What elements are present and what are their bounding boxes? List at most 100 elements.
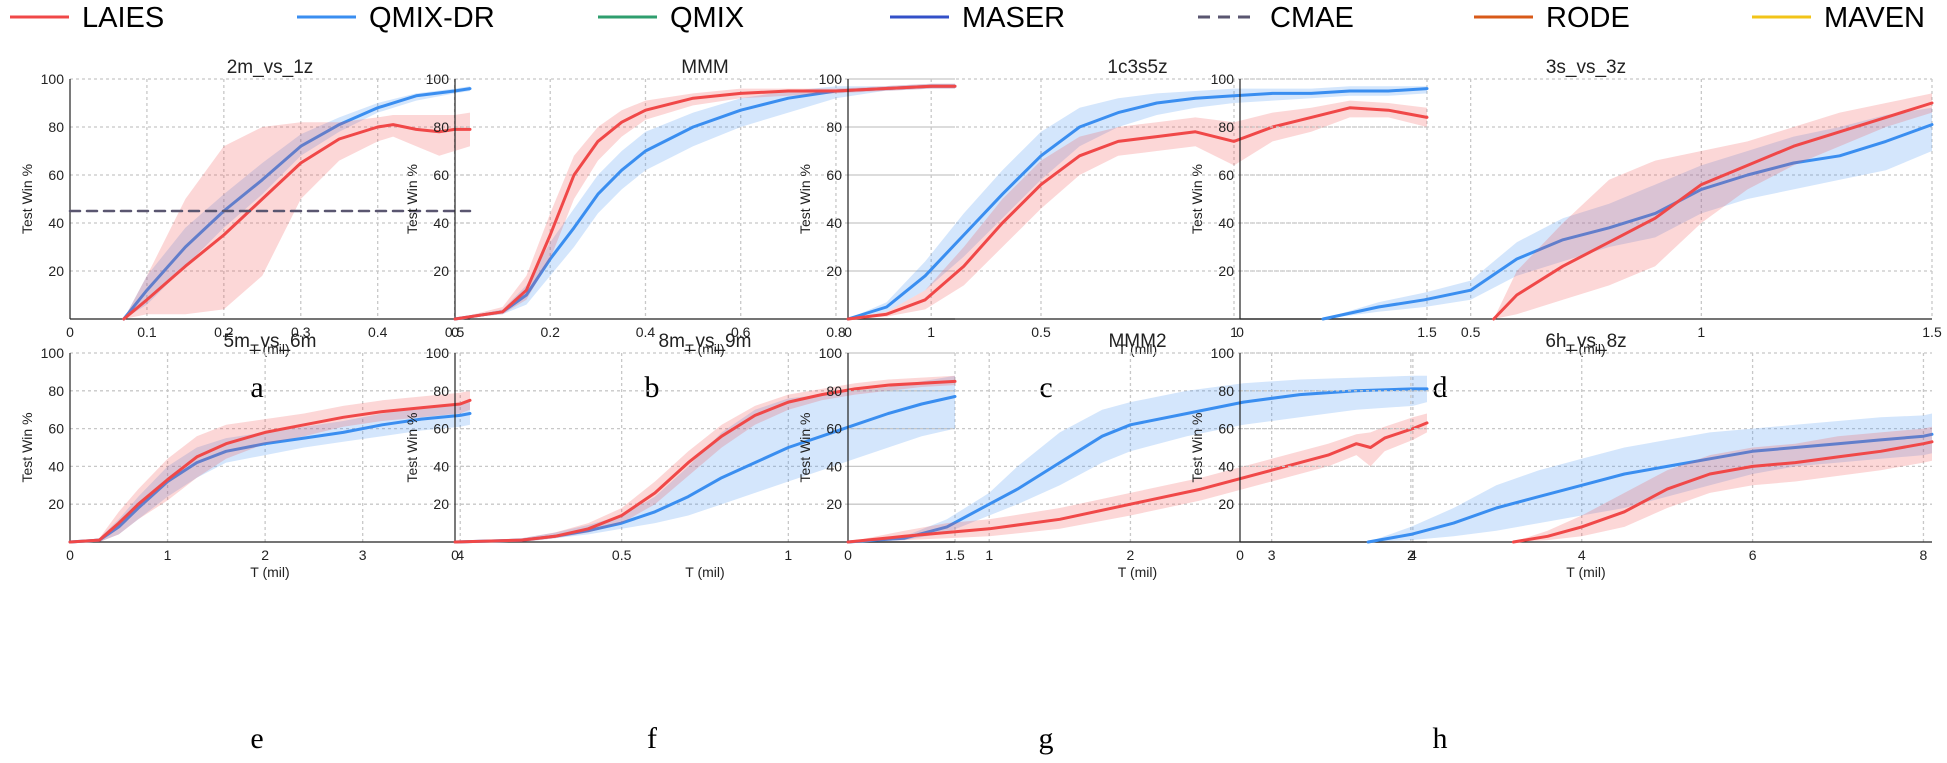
line-qmix-dr <box>846 387 1429 544</box>
x-tick-label: 0.6 <box>731 324 751 340</box>
legend-label: QMIX-DR <box>369 2 495 34</box>
legend-label: CMAE <box>1270 2 1354 34</box>
subplot-label: d <box>1433 371 1448 404</box>
x-axis-label: T (mil) <box>1118 341 1157 357</box>
legend-label: MASER <box>962 2 1065 34</box>
y-tick-label: 80 <box>433 119 449 135</box>
panel-e: 0 1 2 3 4 20 40 60 80 100 T (mil) Test Win % 5m_vs_6… <box>19 331 472 755</box>
line-laies <box>846 421 1429 544</box>
y-tick-label: 80 <box>1218 119 1234 135</box>
x-tick-label: 4 <box>1409 547 1417 563</box>
subplot-label: h <box>1433 722 1448 755</box>
x-tick-label: 0 <box>1236 324 1244 340</box>
y-tick-label: 20 <box>1218 496 1234 512</box>
band-qmix-dr <box>455 375 955 542</box>
y-axis-label: Test Win % <box>797 412 813 482</box>
band-qmix-dr <box>1323 107 1932 319</box>
grid <box>455 352 956 542</box>
y-tick-label: 100 <box>819 345 843 361</box>
y-tick-label: 60 <box>433 421 449 437</box>
x-axis-label: T (mil) <box>1566 564 1605 580</box>
line-qmix-dr <box>846 87 1429 321</box>
legend-entry-maven: MAVEN <box>1752 2 1925 34</box>
y-axis-label: Test Win % <box>19 164 35 234</box>
subplot-label: e <box>250 722 263 755</box>
x-tick-label: 2 <box>261 547 269 563</box>
x-axis-label: T (mil) <box>250 341 289 357</box>
y-tick-label: 20 <box>433 263 449 279</box>
x-tick-label: 0.5 <box>1461 324 1481 340</box>
band-qmix-dr <box>848 375 1427 542</box>
panel-title: 1c3s5z <box>1107 57 1167 78</box>
x-tick-label: 0.2 <box>541 324 561 340</box>
panel-title: 3s_vs_3z <box>1546 57 1626 78</box>
band-qmix-dr <box>455 83 955 319</box>
x-tick-label: 0.4 <box>636 324 656 340</box>
panel-title: MMM <box>681 57 728 78</box>
panel-title: MMM2 <box>1108 331 1166 352</box>
line-qmix-dr <box>122 87 472 321</box>
y-tick-label: 60 <box>48 167 64 183</box>
legend-label: RODE <box>1546 2 1630 34</box>
y-tick-label: 100 <box>1211 71 1235 87</box>
x-tick-label: 0 <box>66 324 74 340</box>
x-tick-label: 1 <box>927 324 935 340</box>
x-tick-label: 4 <box>1578 547 1586 563</box>
band-qmix-dr <box>848 86 1427 319</box>
y-tick-label: 40 <box>48 458 64 474</box>
y-tick-label: 20 <box>48 496 64 512</box>
y-tick-label: 60 <box>826 421 842 437</box>
x-tick-label: 0 <box>451 324 459 340</box>
x-tick-label: 0.5 <box>612 547 632 563</box>
y-axis-label: Test Win % <box>404 412 420 482</box>
legend-entry-laies: LAIES <box>10 2 164 34</box>
y-tick-label: 20 <box>826 496 842 512</box>
x-tick-label: 0.5 <box>1031 324 1051 340</box>
x-tick-label: 1.5 <box>945 547 965 563</box>
x-axis-label: T (mil) <box>250 564 289 580</box>
y-tick-label: 60 <box>433 167 449 183</box>
legend-label: LAIES <box>82 2 164 34</box>
y-tick-label: 100 <box>426 345 450 361</box>
line-laies <box>453 84 957 321</box>
y-tick-label: 80 <box>433 383 449 399</box>
x-tick-label: 0 <box>1236 547 1244 563</box>
x-tick-label: 3 <box>359 547 367 563</box>
y-tick-label: 40 <box>1218 215 1234 231</box>
panel-title: 2m_vs_1z <box>227 57 314 78</box>
x-tick-label: 0.3 <box>291 324 311 340</box>
x-tick-label: 0 <box>66 547 74 563</box>
panel-title: 8m_vs_9m <box>659 331 752 352</box>
y-tick-label: 60 <box>48 421 64 437</box>
y-axis-label: Test Win % <box>19 412 35 482</box>
x-axis-label: T (mil) <box>1118 564 1157 580</box>
subplot-label: b <box>645 371 660 404</box>
legend-entry-qmix-dr: QMIX-DR <box>297 2 495 34</box>
line-qmix-dr <box>1321 123 1934 321</box>
y-tick-label: 20 <box>433 496 449 512</box>
y-tick-label: 20 <box>1218 263 1234 279</box>
line-qmix-dr <box>1366 432 1934 544</box>
line-laies <box>846 106 1429 321</box>
y-tick-label: 100 <box>41 71 65 87</box>
y-axis-label: Test Win % <box>1189 412 1205 482</box>
x-tick-label: 1 <box>164 547 172 563</box>
legend-label: QMIX <box>670 2 744 34</box>
line-laies <box>122 123 472 321</box>
line-qmix-dr <box>68 412 472 544</box>
x-tick-label: 0.8 <box>826 324 846 340</box>
grid <box>455 78 955 319</box>
y-tick-label: 60 <box>1218 167 1234 183</box>
legend-entry-cmae: CMAE <box>1198 2 1354 34</box>
x-tick-label: 1 <box>1230 324 1238 340</box>
y-tick-label: 40 <box>433 215 449 231</box>
y-tick-label: 40 <box>826 458 842 474</box>
y-axis-label: Test Win % <box>1189 164 1205 234</box>
band-laies <box>123 112 471 319</box>
line-laies <box>453 379 957 544</box>
x-tick-label: 4 <box>456 547 464 563</box>
x-tick-label: 1.5 <box>1417 324 1437 340</box>
grid <box>1240 352 1932 542</box>
